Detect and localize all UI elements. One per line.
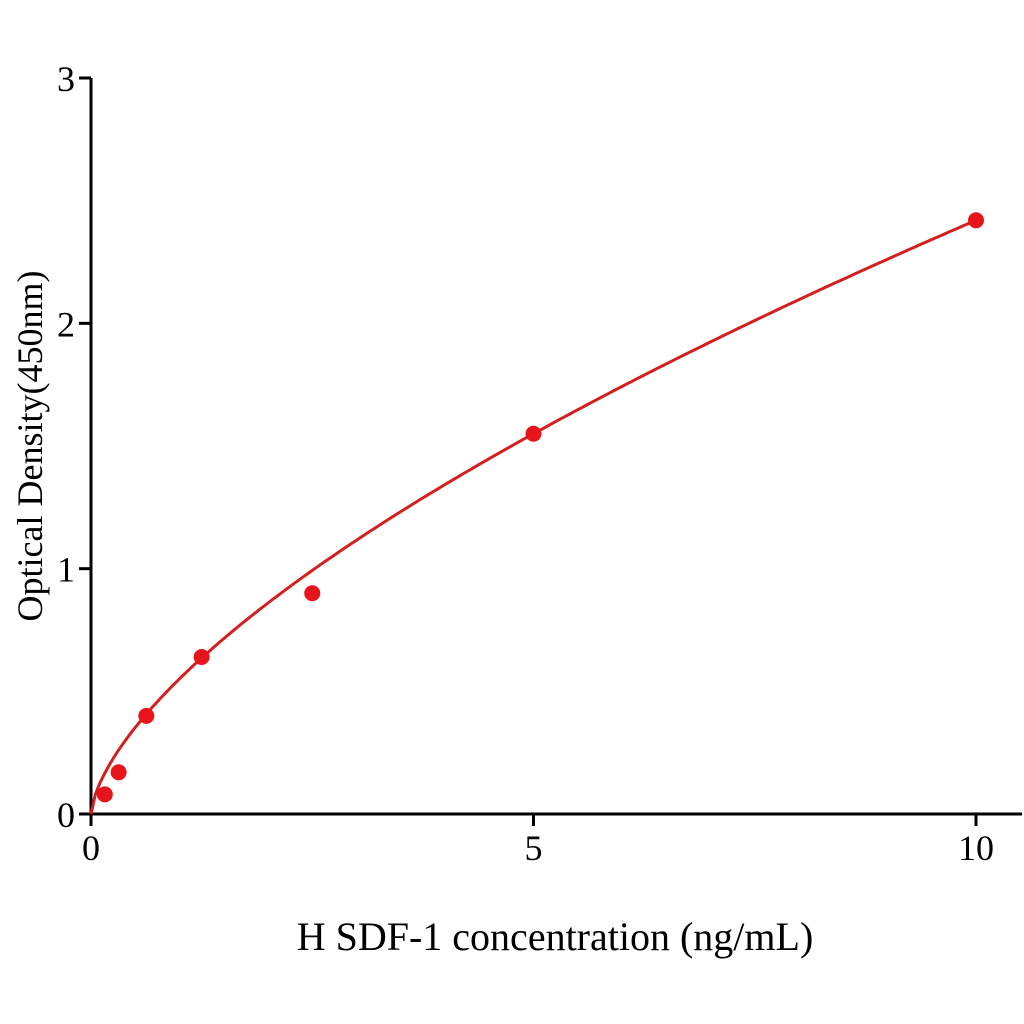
- y-tick-label: 2: [57, 304, 75, 344]
- x-tick-label: 10: [958, 828, 994, 868]
- y-tick-label: 3: [57, 59, 75, 99]
- fit-curve: [89, 218, 977, 815]
- y-tick-label: 1: [57, 550, 75, 590]
- data-point: [96, 786, 113, 803]
- x-axis-label: H SDF-1 concentration (ng/mL): [297, 914, 814, 959]
- data-point: [193, 648, 210, 665]
- y-axis-label: Optical Density(450nm): [10, 271, 50, 622]
- data-point: [138, 707, 155, 724]
- data-point: [110, 764, 127, 781]
- y-tick-label: 0: [57, 795, 75, 835]
- fit-curve-group: [89, 218, 977, 815]
- data-points: [96, 212, 984, 803]
- x-tick-label: 0: [82, 828, 100, 868]
- x-tick-label: 5: [525, 828, 543, 868]
- data-point: [968, 212, 984, 229]
- data-point: [525, 425, 542, 442]
- axes: 0 1 2 3 0 5 10: [57, 59, 1022, 868]
- data-point: [304, 585, 321, 602]
